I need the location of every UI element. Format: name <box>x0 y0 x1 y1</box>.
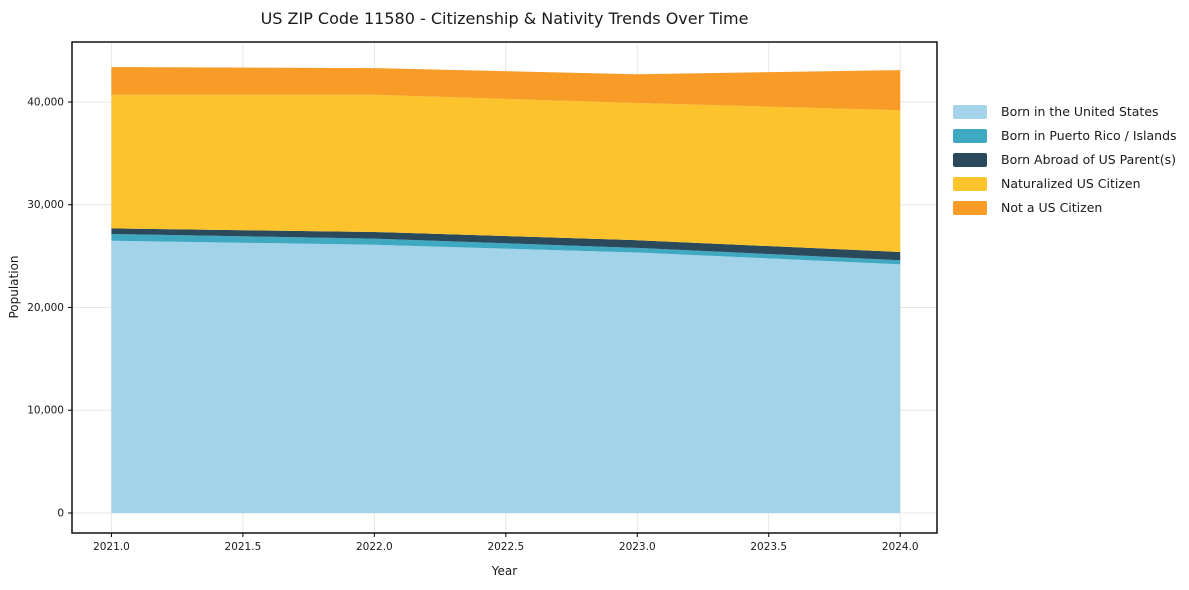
y-tick-label: 10,000 <box>27 405 64 417</box>
legend-label: Born Abroad of US Parent(s) <box>1001 152 1176 167</box>
area-born-abroad-of-us-parent-s <box>111 228 901 261</box>
area-born-in-puerto-rico-islands <box>111 234 901 265</box>
legend-swatch-born-in-puerto-rico-islands <box>953 128 987 143</box>
plot-border <box>71 41 938 534</box>
legend-swatch-naturalized-us-citizen <box>953 176 987 191</box>
y-axis-label: Population <box>7 255 21 319</box>
x-tick-label: 2022.0 <box>356 541 393 553</box>
legend-label: Born in Puerto Rico / Islands <box>1001 128 1177 143</box>
chart-title: US ZIP Code 11580 - Citizenship & Nativi… <box>260 9 749 28</box>
legend-label: Naturalized US Citizen <box>1001 176 1141 191</box>
x-axis-label: Year <box>491 564 518 578</box>
x-tick-label: 2023.5 <box>750 541 787 553</box>
legend-item-born-in-the-united-states: Born in the United States <box>953 104 1177 119</box>
y-tick-label: 0 <box>57 507 64 519</box>
x-tick-label: 2022.5 <box>487 541 524 553</box>
legend: Born in the United States Born in Puerto … <box>953 104 1177 215</box>
legend-swatch-not-a-us-citizen <box>953 200 987 215</box>
legend-label: Not a US Citizen <box>1001 200 1103 215</box>
legend-swatch-born-abroad-of-us-parent-s <box>953 152 987 167</box>
x-tick-label: 2024.0 <box>882 541 919 553</box>
legend-item-born-in-puerto-rico-islands: Born in Puerto Rico / Islands <box>953 128 1177 143</box>
legend-item-naturalized-us-citizen: Naturalized US Citizen <box>953 176 1177 191</box>
legend-item-not-a-us-citizen: Not a US Citizen <box>953 200 1177 215</box>
legend-label: Born in the United States <box>1001 104 1159 119</box>
x-tick-label: 2021.5 <box>225 541 262 553</box>
y-tick-label: 20,000 <box>27 302 64 314</box>
area-not-a-us-citizen <box>111 67 901 111</box>
x-tick-label: 2021.0 <box>93 541 130 553</box>
x-tick-label: 2023.0 <box>619 541 656 553</box>
area-born-in-the-united-states <box>111 240 901 513</box>
y-tick-label: 30,000 <box>27 199 64 211</box>
legend-item-born-abroad-of-us-parent-s: Born Abroad of US Parent(s) <box>953 152 1177 167</box>
area-naturalized-us-citizen <box>111 94 901 253</box>
y-tick-label: 40,000 <box>27 97 64 109</box>
legend-swatch-born-in-the-united-states <box>953 104 987 119</box>
